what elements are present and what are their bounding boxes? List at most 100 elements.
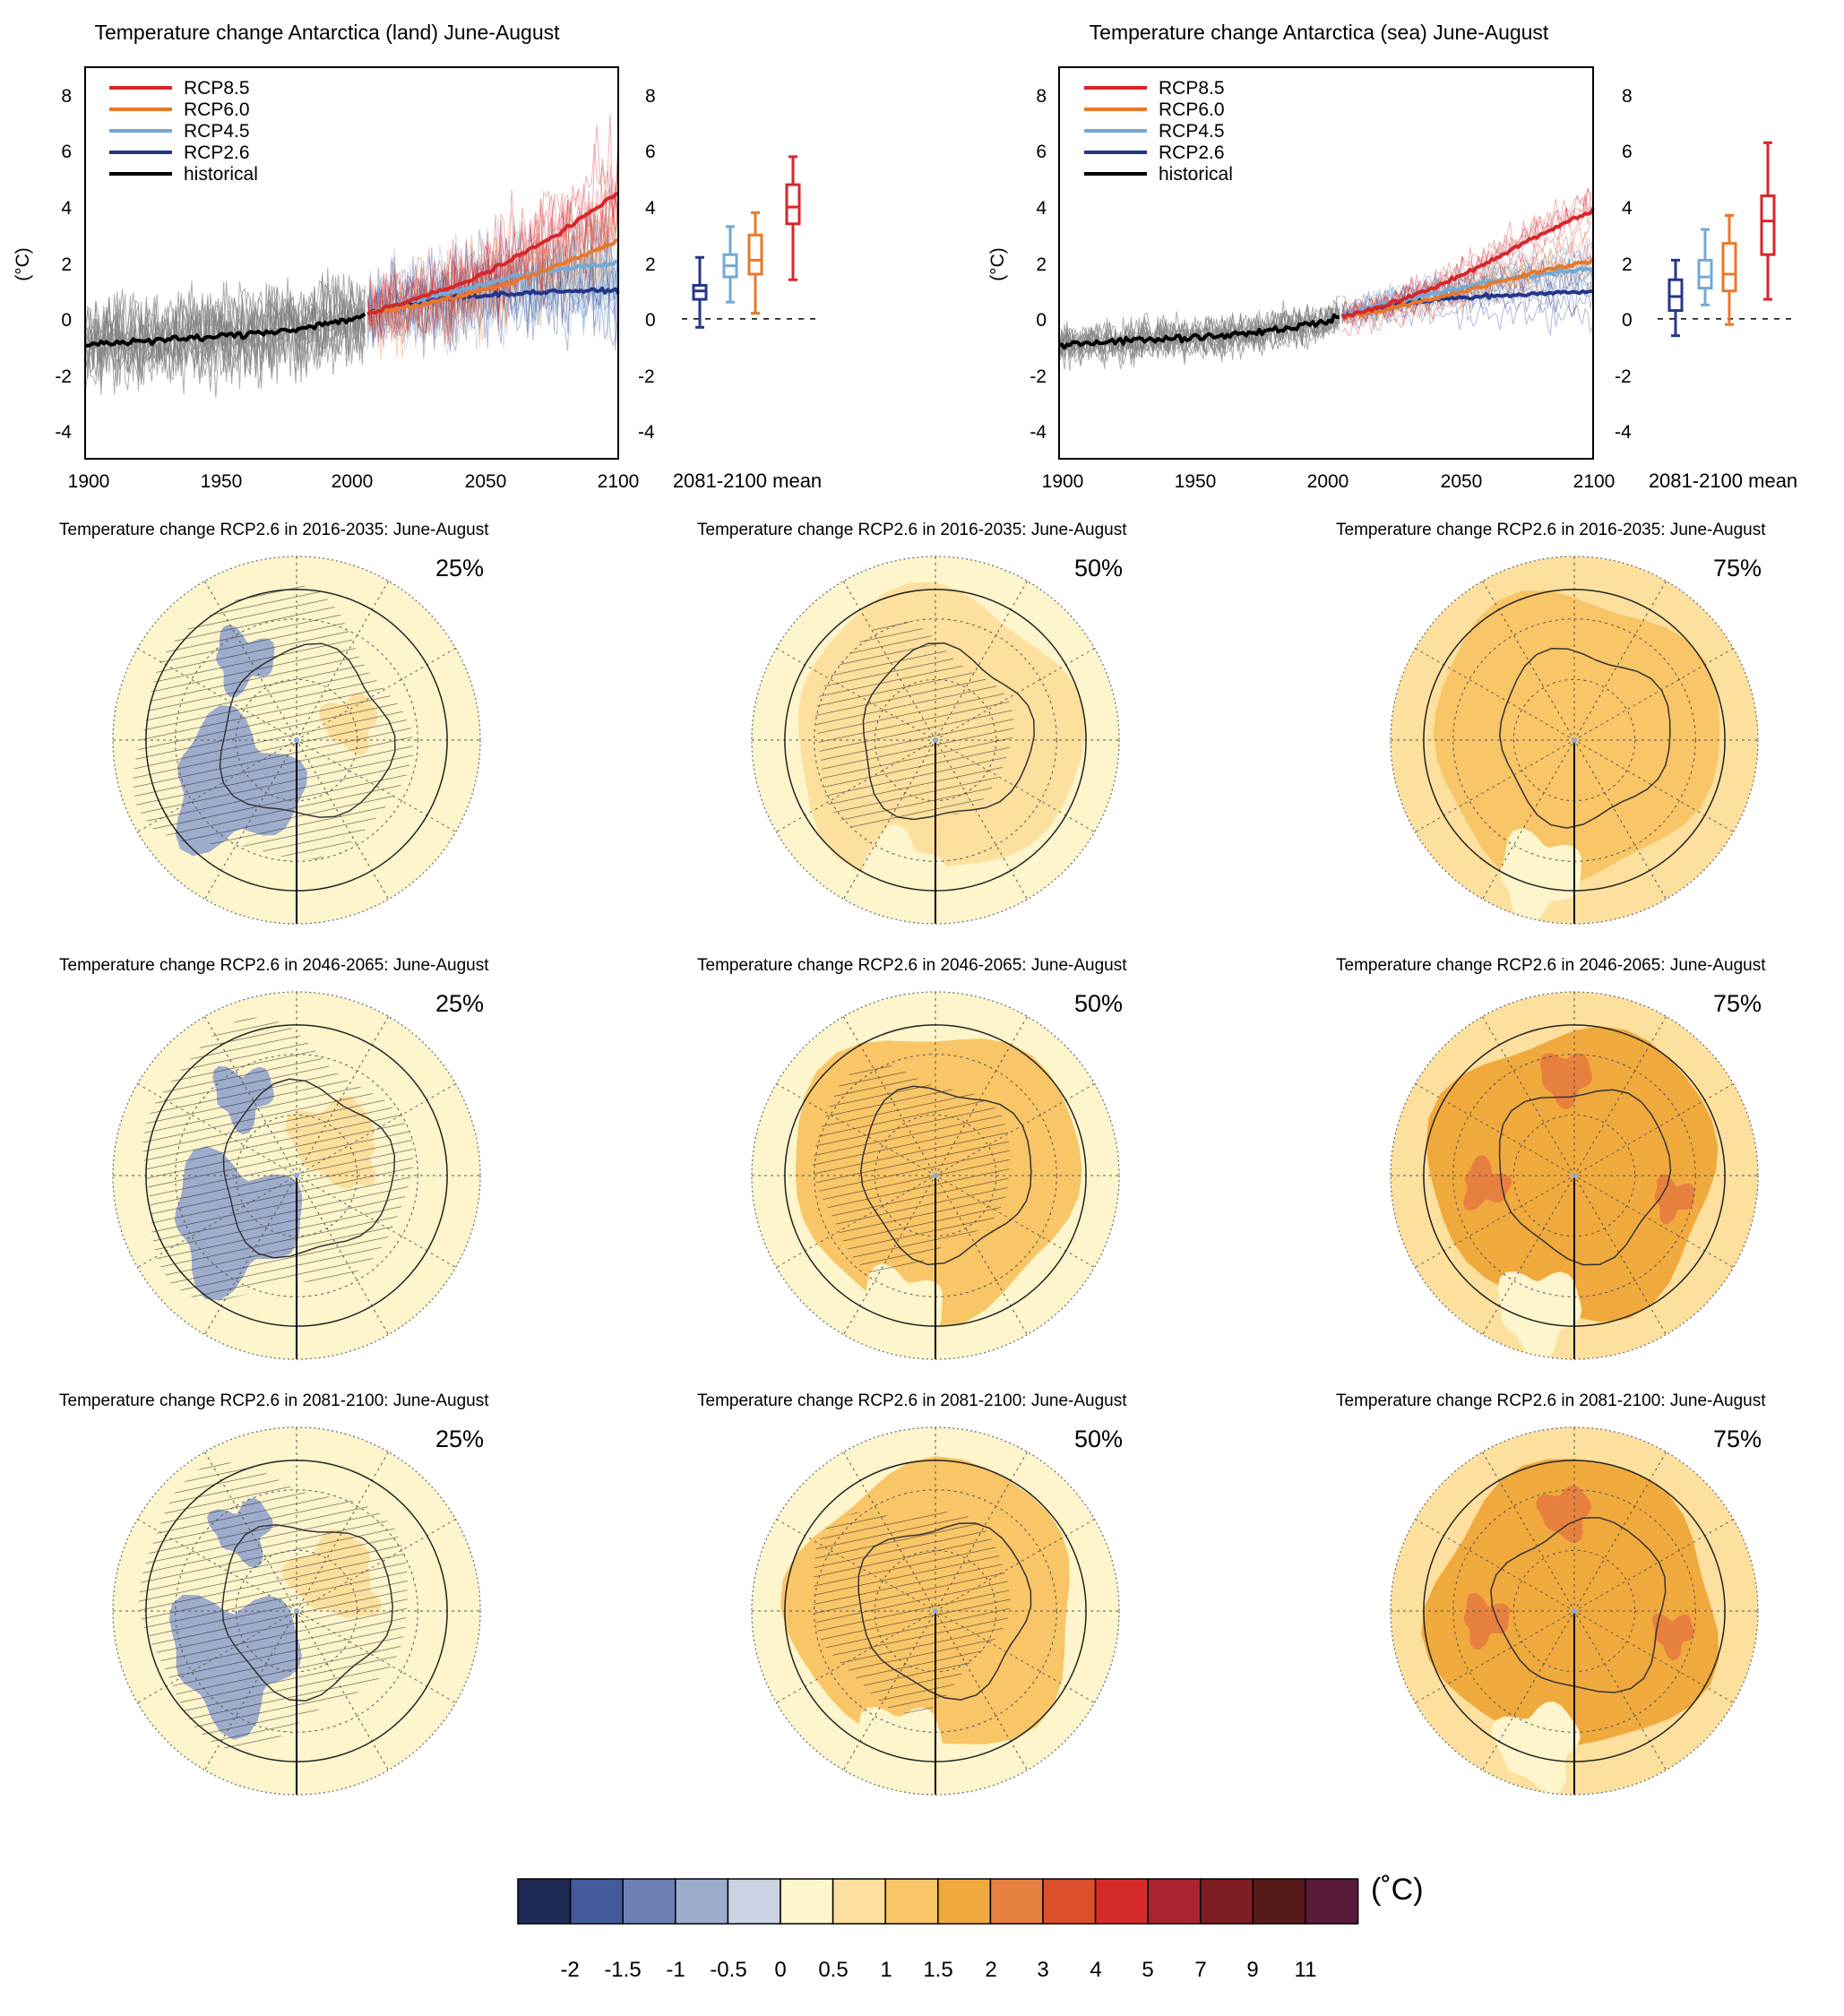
colorbar-label: 2 (985, 1958, 996, 1982)
warming-region (1512, 673, 1650, 813)
mean-line-rcp85 (366, 191, 619, 316)
mean-line-rcp60 (1341, 257, 1595, 319)
legend-label: historical (1159, 164, 1233, 185)
ensemble-member-rcp26 (1341, 287, 1594, 324)
ensemble-member-rcp26 (366, 213, 619, 340)
colorbar-label: 1.5 (923, 1958, 952, 1982)
ts-x-axis: 1900 1950 2000 2050 2100 2081-2100 mean (1042, 470, 1798, 492)
ts-plot-frame (84, 66, 619, 460)
ensemble-member-rcp45 (366, 225, 619, 351)
colorbar-label: 5 (1142, 1958, 1153, 1982)
box-axis-label: 2081-2100 mean (1649, 470, 1797, 492)
south-pole-marker (933, 1608, 938, 1614)
ts-mean-layer (1058, 207, 1595, 350)
mean-line-historical (84, 312, 366, 348)
polar-map (1390, 556, 1759, 925)
south-pole-marker (294, 1608, 299, 1614)
ensemble-member-rcp60 (366, 198, 619, 338)
colorbar-label: 0.5 (818, 1958, 848, 1982)
box-iqr (1697, 258, 1713, 290)
y-axis-label: (°C) (987, 247, 1008, 281)
y-tick-label: 0 (1622, 310, 1633, 331)
colorbar-cell (1252, 1878, 1306, 1925)
colorbar-cell (569, 1878, 624, 1925)
map-title: Temperature change RCP2.6 in 2016-2035: … (59, 521, 489, 539)
colorbar-cell (832, 1878, 886, 1925)
box-iqr (1760, 194, 1776, 256)
y-tick-label: 6 (1622, 142, 1633, 162)
y-tick-label: 0 (61, 310, 72, 331)
colorbar-cell (937, 1878, 992, 1925)
colorbar-cell (1200, 1878, 1254, 1925)
polar-map (751, 991, 1120, 1360)
polar-map (1390, 991, 1759, 1360)
y-tick-label: -2 (1615, 366, 1632, 387)
legend-label: RCP4.5 (1159, 121, 1225, 142)
map-title: Temperature change RCP2.6 in 2046-2065: … (1336, 956, 1766, 975)
ts-mean-layer (84, 191, 620, 348)
y-tick-label: 4 (61, 198, 72, 219)
colorbar-cell (727, 1878, 781, 1925)
percentile-label: 25% (435, 990, 484, 1017)
percentile-label: 75% (1713, 1426, 1762, 1452)
polar-map (112, 991, 481, 1360)
ensemble-member-rcp60 (366, 200, 619, 358)
boxplot-rcp26 (692, 255, 708, 329)
legend-label: RCP8.5 (1159, 78, 1225, 99)
boxplot-rcp85 (785, 155, 801, 281)
weak-warming-region (861, 1263, 944, 1359)
box-iqr (1667, 278, 1684, 313)
ts-right-axis: 8 6 4 2 0 -2 -4 (638, 86, 656, 443)
south-pole-marker (1572, 737, 1577, 743)
colorbar-cells (517, 1878, 1359, 1925)
legend-label: RCP2.6 (184, 142, 250, 163)
boxplot-rcp45 (722, 225, 738, 304)
map-edge (751, 991, 1120, 1360)
map-title: Temperature change RCP2.6 in 2081-2100: … (697, 1391, 1127, 1410)
y-tick-label: 6 (61, 142, 72, 162)
colorbar-label: 0 (774, 1958, 786, 1982)
mean-line-rcp45 (1340, 266, 1594, 317)
colorbar-cell (1305, 1878, 1359, 1925)
map-title: Temperature change RCP2.6 in 2081-2100: … (59, 1391, 489, 1410)
ts-legend: RCP8.5 RCP6.0 RCP4.5 RCP2.6 historical (109, 78, 258, 185)
x-tick-label: 1900 (1042, 471, 1084, 492)
ts-panel-sea: Temperature change Antarctica (sea) June… (987, 21, 1797, 492)
y-axis-label: (°C) (13, 247, 33, 281)
colorbar: -2 -1.5 -1 -0.5 0 0.5 1 1.5 2 3 4 5 7 9 … (517, 1873, 1424, 1982)
colorbar-label: 3 (1037, 1958, 1048, 1982)
y-tick-label: 0 (645, 310, 656, 331)
antarctica-coastline (222, 1078, 396, 1259)
map-edge (1390, 991, 1759, 1360)
strong-warming-region (1463, 1592, 1510, 1650)
y-tick-label: -4 (55, 422, 72, 443)
antarctica-coastline (862, 642, 1035, 821)
ensemble-member-rcp45 (1341, 231, 1594, 314)
mean-line-rcp85 (1340, 207, 1595, 320)
map-grid: Temperature change RCP2.6 in 2016-2035: … (59, 521, 1766, 1796)
y-tick-label: -2 (55, 366, 72, 387)
colorbar-label: -0.5 (710, 1958, 746, 1982)
polar-maps (112, 556, 1759, 1796)
boxplot-rcp60 (747, 211, 763, 315)
colorbar-label: -1.5 (604, 1958, 641, 1982)
percentile-label: 50% (1074, 990, 1123, 1017)
y-tick-label: 4 (645, 198, 656, 219)
y-tick-label: -4 (638, 422, 655, 443)
colorbar-label: -2 (560, 1958, 579, 1982)
strong-warming-region (1654, 1174, 1695, 1224)
percentile-label: 25% (435, 555, 484, 582)
antarctica-coastline (1498, 1089, 1672, 1266)
legend-label: historical (184, 164, 258, 185)
boxplot-rcp60 (1721, 213, 1737, 326)
weak-warming-region (1497, 1271, 1582, 1359)
mean-line-historical (1058, 313, 1340, 350)
colorbar-cell (884, 1878, 939, 1925)
polar-map (1390, 1426, 1759, 1796)
ts-title: Temperature change Antarctica (sea) June… (1090, 21, 1549, 44)
y-tick-label: 8 (1036, 86, 1047, 107)
y-tick-label: 0 (1036, 310, 1047, 331)
mean-line-rcp60 (366, 238, 619, 316)
ensemble-member-historical (84, 277, 366, 396)
